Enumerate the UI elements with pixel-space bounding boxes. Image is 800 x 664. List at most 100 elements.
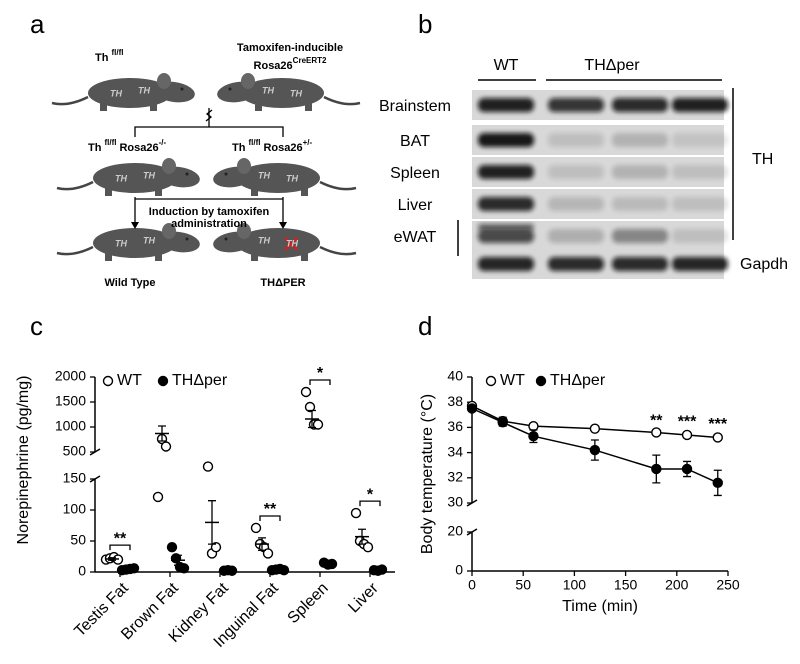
genotype: Rosa26CreERT2 [254, 56, 327, 72]
data-point [250, 522, 262, 534]
data-point [681, 429, 693, 441]
band [478, 165, 534, 179]
gene: Th [88, 142, 102, 154]
legend-label: WT [117, 372, 142, 389]
band [672, 98, 728, 112]
induction-text: administration [171, 218, 247, 230]
data-point [210, 542, 222, 553]
significance-label: *** [678, 414, 697, 431]
allele: fl/fl [111, 48, 123, 57]
band [612, 257, 668, 271]
group-label: THΔPER [260, 277, 305, 289]
gene: Rosa26 [119, 142, 158, 154]
data-point [589, 444, 601, 456]
genotype: Th fl/fl Rosa26-/- [88, 138, 166, 154]
y-tick-label: 0 [455, 562, 463, 578]
legend-marker [485, 375, 497, 387]
error-bar [158, 425, 166, 442]
band [478, 257, 534, 271]
significance-bracket [109, 544, 131, 551]
band [478, 98, 534, 112]
mouse-label: TH [258, 235, 270, 245]
error-bar [274, 568, 282, 571]
x-axis-label: Time (min) [562, 598, 638, 615]
error-bar [224, 569, 232, 573]
band [478, 229, 534, 243]
significance-label: ** [650, 412, 663, 429]
significance-label: ** [264, 501, 277, 518]
band [612, 229, 668, 243]
genotype: Th fl/fl Rosa26+/- [232, 138, 312, 154]
legend-marker [535, 375, 547, 387]
western-blot: WT THΔper TH Gapdh Brainstem BAT Spleen Liv… [379, 57, 788, 279]
band [672, 165, 728, 179]
blot-strips [472, 90, 728, 279]
target-label: TH [752, 151, 773, 168]
control-label: Gapdh [740, 256, 788, 273]
data-point [152, 491, 164, 503]
axis-break [89, 475, 101, 483]
error-bar [108, 557, 116, 561]
mouse-label: TH [286, 238, 298, 248]
row-label: eWAT [394, 229, 437, 246]
data-point [497, 417, 508, 428]
genotype-note: Tamoxifen-inducible [237, 42, 343, 54]
mouse-label: TH [110, 88, 122, 98]
mouse-label: TH [290, 88, 302, 98]
y-tick-label: 1500 [55, 393, 86, 409]
allele: -/- [159, 138, 167, 147]
band [548, 133, 604, 147]
y-tick-label: 20 [447, 523, 463, 539]
error-bar [374, 568, 382, 572]
row-label: Liver [398, 197, 433, 214]
breeding-diagram: Th fl/fl Tamoxifen-inducible Rosa26CreERT… [50, 42, 362, 289]
y-tick-label: 38 [447, 393, 463, 409]
band [612, 133, 668, 147]
cross-line [134, 108, 284, 137]
error-bar [174, 554, 182, 566]
data-point [651, 463, 662, 475]
row-label: Brainstem [379, 98, 451, 115]
significance-label: ** [114, 530, 127, 547]
legend-marker [157, 375, 169, 387]
y-tick-label: 2000 [55, 368, 86, 384]
data-point [304, 401, 316, 413]
legend-label: WT [500, 372, 525, 389]
y-tick-label: 34 [447, 443, 463, 459]
band [548, 165, 604, 179]
gene: Th [232, 142, 246, 154]
data-point [160, 441, 172, 452]
x-tick-label: 50 [515, 577, 531, 593]
legend-label: THΔper [172, 372, 228, 389]
data-point [712, 432, 723, 443]
y-tick-label: 32 [447, 469, 463, 485]
significance-label: * [367, 486, 374, 503]
induction-text: Induction by tamoxifen [149, 206, 270, 218]
mouse-label: TH [258, 170, 270, 180]
significance-bracket [309, 379, 331, 385]
y-tick-label: 36 [447, 418, 463, 434]
panel-label: a [30, 9, 45, 39]
dot-plot: 0 50 100 150 500 1000 1500 2000 Norepinephrine (… [15, 365, 395, 651]
allele: fl/fl [248, 138, 260, 147]
band [548, 257, 604, 271]
x-tick-label: Liver [345, 579, 382, 616]
gene: Th [95, 52, 109, 64]
band [548, 229, 604, 243]
band [672, 197, 728, 211]
data-point [312, 419, 324, 430]
y-tick-label: 1000 [55, 418, 86, 434]
y-tick-label: 500 [63, 443, 87, 459]
allele: CreERT2 [293, 56, 327, 65]
row-label: Spleen [390, 165, 440, 182]
induction-arrow [134, 197, 284, 224]
error-bar [358, 528, 366, 545]
data-point [166, 542, 178, 553]
mouse-label: TH [115, 238, 127, 248]
data-point [350, 507, 362, 519]
x-tick-label: 200 [665, 577, 689, 593]
y-tick-label: 150 [63, 470, 87, 486]
error-bar [258, 537, 266, 551]
band [478, 133, 534, 147]
